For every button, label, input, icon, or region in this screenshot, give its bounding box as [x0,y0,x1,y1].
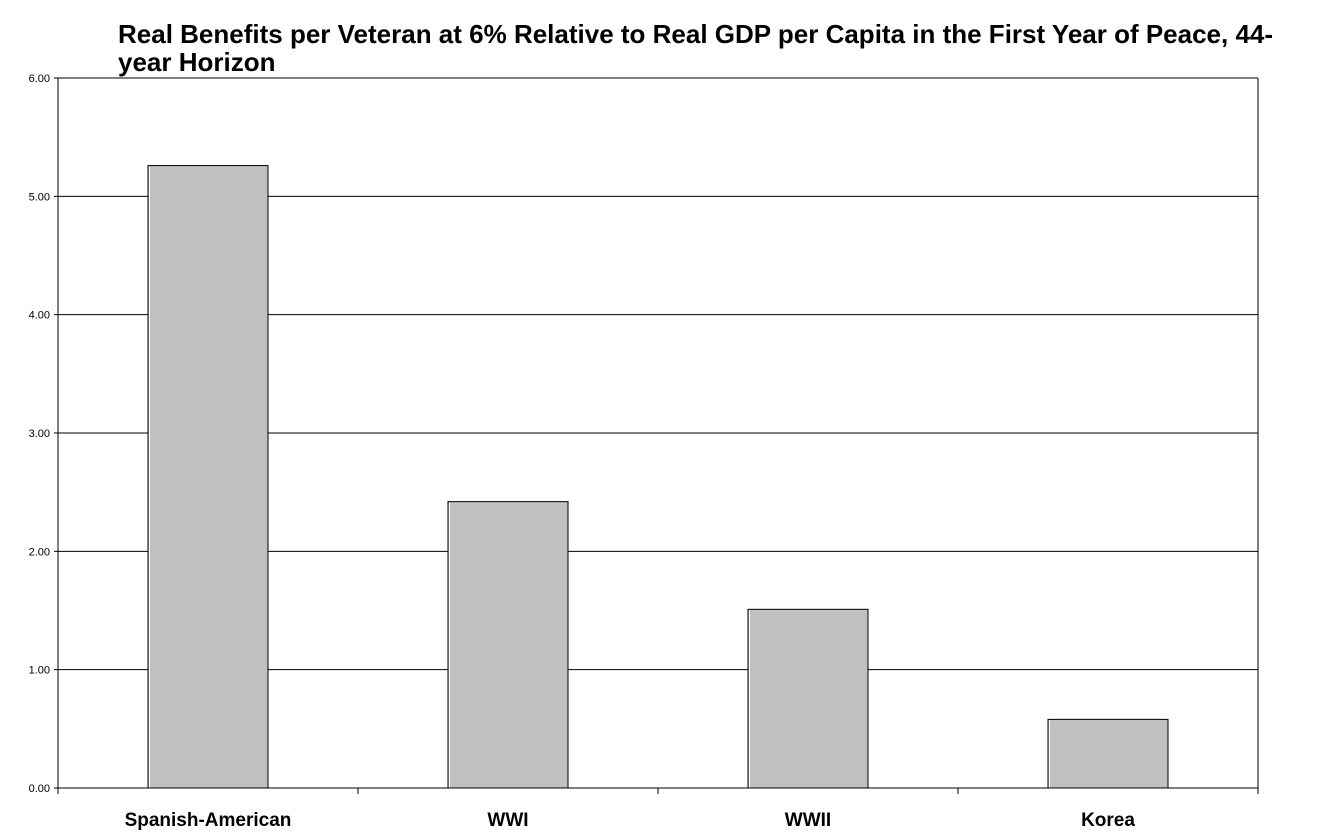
bar [447,501,569,789]
y-tick-label: 2.00 [29,546,50,558]
x-category-label: WWII [785,810,831,831]
bar [747,608,869,789]
y-tick-label: 5.00 [29,191,50,203]
bars [147,165,1169,789]
x-category-label: Korea [1081,810,1135,831]
x-category-label: WWI [487,810,528,831]
y-tick-label: 3.00 [29,428,50,440]
bar [1047,718,1169,789]
x-category-label: Spanish-American [125,810,292,831]
x-axis-category-labels: Spanish-American WWI WWII Korea [125,810,1136,831]
bar [147,165,269,789]
y-tick-label: 6.00 [29,73,50,85]
chart-title: Real Benefits per Veteran at 6% Relative… [118,19,1274,77]
y-tick-label: 4.00 [29,310,50,322]
y-tick-label: 1.00 [29,665,50,677]
y-tick-label: 0.00 [29,783,50,795]
axes [54,77,1259,794]
y-axis-tick-labels: 0.00 1.00 2.00 3.00 4.00 5.00 6.00 [29,73,50,795]
